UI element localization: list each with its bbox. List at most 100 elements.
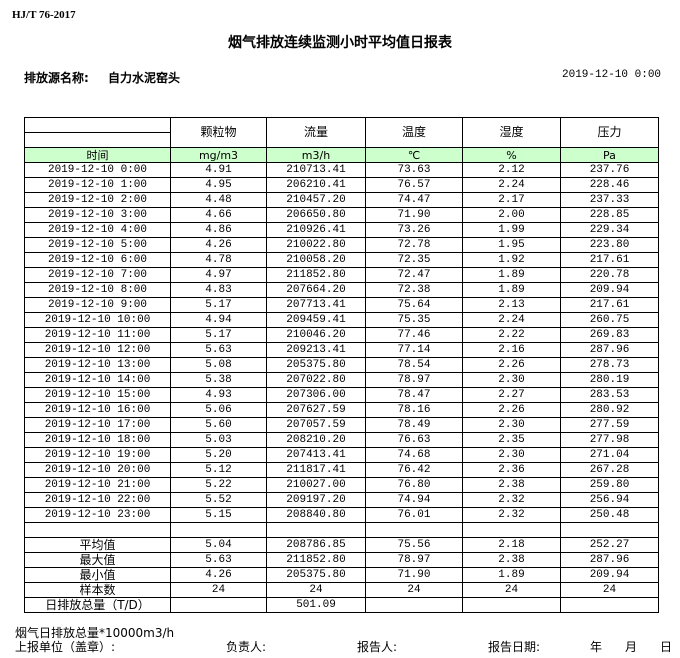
time-cell: 2019-12-10 7:00 (24, 267, 171, 283)
unit-cell: Pa (560, 147, 659, 163)
data-row: 2019-12-10 8:00 4.83 207664.20 72.38 1.89 209… (24, 282, 659, 298)
value-cell: 260.75 (560, 312, 659, 328)
value-cell: 73.63 (365, 162, 463, 178)
blank-cell (365, 522, 463, 538)
summary-row: 最小值 4.26 205375.80 71.90 1.89 209.94 (24, 567, 659, 583)
value-cell: 76.42 (365, 462, 463, 478)
blank-cell (560, 597, 659, 613)
table-body: 颗粒物 流量 温度 湿度 压力 时间 mg/m3 m3/h ℃% Pa 2019-12-10 0:0… (24, 117, 659, 613)
value-cell: 4.66 (170, 207, 267, 223)
standard: HJ/T 76-2017 (12, 9, 76, 21)
value-cell: 72.47 (365, 267, 463, 283)
value-cell: 78.16 (365, 402, 463, 418)
summary-label: 最小值 (24, 567, 171, 583)
value-cell: 205375.80 (266, 357, 366, 373)
value-cell: 206210.41 (266, 177, 366, 193)
summary-value: 75.56 (365, 537, 463, 553)
value-cell: 4.95 (170, 177, 267, 193)
data-row: 2019-12-10 19:00 5.20 207413.41 74.68 2.30 27… (24, 447, 659, 463)
report-table: 颗粒物 流量 温度 湿度 压力 时间 mg/m3 m3/h ℃% Pa 2019-12-10 0:0… (24, 117, 659, 613)
summary-label: 平均值 (24, 537, 171, 553)
value-cell: 5.38 (170, 372, 267, 388)
value-cell: 2.17 (462, 192, 561, 208)
time-cell: 2019-12-10 10:00 (24, 312, 171, 328)
value-cell: 76.57 (365, 177, 463, 193)
data-row: 2019-12-10 2:00 4.48 210457.20 74.47 2.17 237… (24, 192, 659, 208)
value-cell: 2.38 (462, 477, 561, 493)
value-cell: 1.89 (462, 267, 561, 283)
value-cell: 78.97 (365, 372, 463, 388)
column-header: 颗粒物 (170, 117, 267, 148)
time-cell: 2019-12-10 17:00 (24, 417, 171, 433)
value-cell: 208210.20 (266, 432, 366, 448)
summary-row: 平均值 5.04 208786.85 75.56 2.18 252.27 (24, 537, 659, 553)
value-cell: 2.30 (462, 372, 561, 388)
value-cell: 283.53 (560, 387, 659, 403)
value-cell: 287.96 (560, 342, 659, 358)
footer-day: 日 (660, 640, 673, 654)
value-cell: 229.34 (560, 222, 659, 238)
value-cell: 2.36 (462, 462, 561, 478)
data-row: 2019-12-10 20:00 5.12 211817.41 76.42 2.36 26… (24, 462, 659, 478)
time-cell: 2019-12-10 9:00 (24, 297, 171, 313)
value-cell: 5.06 (170, 402, 267, 418)
data-row: 2019-12-10 6:00 4.78 210058.20 72.35 1.92 217… (24, 252, 659, 268)
time-cell: 2019-12-10 5:00 (24, 237, 171, 253)
total-label: 日排放总量（T/D） (24, 597, 171, 613)
value-cell: 2.30 (462, 447, 561, 463)
data-row: 2019-12-10 10:00 4.94 209459.41 75.35 2.24 26… (24, 312, 659, 328)
summary-value: 287.96 (560, 552, 659, 568)
summary-value: 2.38 (462, 552, 561, 568)
value-cell: 228.46 (560, 177, 659, 193)
time-cell: 2019-12-10 23:00 (24, 507, 171, 523)
value-cell: 2.13 (462, 297, 561, 313)
value-cell: 210926.41 (266, 222, 366, 238)
data-row: 2019-12-10 13:00 5.08 205375.80 78.54 2.26 27… (24, 357, 659, 373)
value-cell: 277.98 (560, 432, 659, 448)
value-cell: 207627.59 (266, 402, 366, 418)
time-cell: 2019-12-10 8:00 (24, 282, 171, 298)
unit-cell: m3/h (266, 147, 366, 163)
time-cell: 2019-12-10 20:00 (24, 462, 171, 478)
value-cell: 77.14 (365, 342, 463, 358)
value-cell: 206650.80 (266, 207, 366, 223)
value-cell: 4.94 (170, 312, 267, 328)
value-cell: 2.26 (462, 402, 561, 418)
units-row: 时间 mg/m3 m3/h ℃% Pa (24, 147, 659, 163)
value-cell: 209213.41 (266, 342, 366, 358)
value-cell: 4.86 (170, 222, 267, 238)
data-row: 2019-12-10 11:00 5.17 210046.20 77.46 2.22 26… (24, 327, 659, 343)
value-cell: 237.76 (560, 162, 659, 178)
total-value: 501.09 (266, 597, 366, 613)
summary-value: 211852.80 (266, 552, 366, 568)
value-cell: 210058.20 (266, 252, 366, 268)
data-row: 2019-12-10 22:00 5.52 209197.20 74.94 2.32 25… (24, 492, 659, 508)
time-cell: 2019-12-10 18:00 (24, 432, 171, 448)
blank-cell (266, 522, 366, 538)
column-header: 压力 (560, 117, 659, 148)
value-cell: 211852.80 (266, 267, 366, 283)
time-cell: 2019-12-10 22:00 (24, 492, 171, 508)
time-cell: 2019-12-10 0:00 (24, 162, 171, 178)
value-cell: 256.94 (560, 492, 659, 508)
blank-cell (560, 522, 659, 538)
value-cell: 4.93 (170, 387, 267, 403)
report-datetime: 2019-12-10 0:00 (562, 69, 662, 81)
summary-value: 208786.85 (266, 537, 366, 553)
data-row: 2019-12-10 1:00 4.95 206210.41 76.57 2.24 228… (24, 177, 659, 193)
summary-value: 24 (170, 582, 267, 598)
value-cell: 278.73 (560, 357, 659, 373)
value-cell: 2.30 (462, 417, 561, 433)
value-cell: 75.35 (365, 312, 463, 328)
value-cell: 207413.41 (266, 447, 366, 463)
value-cell: 277.59 (560, 417, 659, 433)
time-cell: 2019-12-10 15:00 (24, 387, 171, 403)
value-cell: 210027.00 (266, 477, 366, 493)
value-cell: 76.80 (365, 477, 463, 493)
summary-value: 71.90 (365, 567, 463, 583)
unit-cell: 时间 (24, 147, 171, 163)
value-cell: 207664.20 (266, 282, 366, 298)
corner-line (25, 132, 170, 133)
value-cell: 210046.20 (266, 327, 366, 343)
